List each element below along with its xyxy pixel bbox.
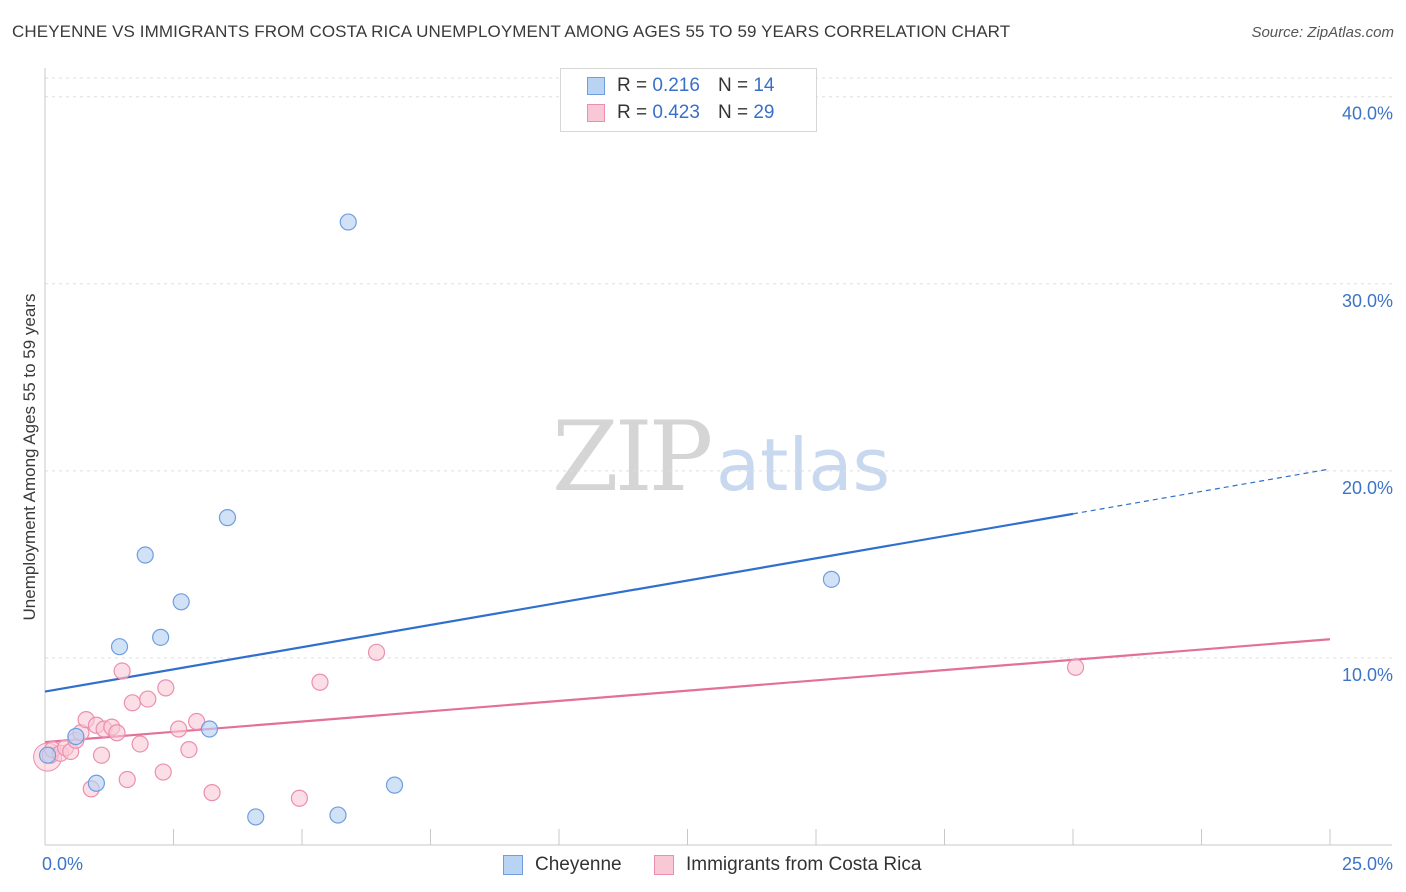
trend-line-costa-rica [44,638,1331,744]
series-swatch-costa-rica [654,855,674,875]
point-cheyenne [822,570,841,588]
legend-r-value: 0.423 [652,102,700,123]
series-label-costa-rica: Immigrants from Costa Rica [686,854,922,875]
trend-line-cheyenne-extension [1072,468,1331,515]
point-cheyenne [38,746,57,764]
legend-n-label: N = [717,75,749,96]
point-costa-rica [131,735,149,753]
legend-row-costa-rica: R = 0.423 N = 29 [587,100,774,126]
axes [44,68,1392,846]
series-legend-cheyenne: Cheyenne [503,852,622,878]
point-costa-rica [290,789,309,807]
point-cheyenne [87,774,106,792]
legend-row-cheyenne: R = 0.216 N = 14 [587,73,774,99]
gridlines [45,77,1392,659]
legend-r-value: 0.216 [652,75,700,96]
point-costa-rica [139,690,157,708]
legend-swatch-costa-rica [587,104,605,122]
y-tick-label: 10.0% [1342,665,1393,685]
watermark-atlas: atlas [716,423,890,507]
legend-n-label: N = [717,102,749,123]
y-tick-label: 20.0% [1342,478,1393,498]
x-tick-label-max: 25.0% [1342,854,1393,874]
chart-title: CHEYENNE VS IMMIGRANTS FROM COSTA RICA U… [12,22,1011,41]
series-label-cheyenne: Cheyenne [535,854,622,875]
point-costa-rica [118,770,136,789]
trend-line-cheyenne [44,512,1074,693]
point-cheyenne [247,808,265,826]
point-cheyenne [218,509,237,527]
point-costa-rica [123,694,141,712]
watermark: ZIP atlas [552,401,890,513]
watermark-zip: ZIP [552,401,711,513]
x-tick-label-min: 0.0% [42,854,83,874]
y-axis-label: Unemployment Among Ages 55 to 59 years [20,294,39,621]
point-costa-rica [203,784,221,802]
series-swatch-cheyenne [503,855,523,875]
point-costa-rica [154,763,172,781]
point-costa-rica [1066,658,1085,676]
legend-r-label: R = [617,75,648,96]
legend-n-value: 14 [753,75,775,96]
point-costa-rica [188,712,206,731]
series-legend-costa-rica: Immigrants from Costa Rica [654,852,921,878]
point-costa-rica [113,662,131,680]
point-costa-rica [170,720,188,738]
point-cheyenne [339,213,357,231]
point-cheyenne [152,628,170,646]
data-points [33,213,1085,826]
point-costa-rica [157,679,175,697]
y-tick-label: 40.0% [1342,104,1393,124]
y-tick-label: 30.0% [1342,291,1393,311]
trend-lines [44,468,1331,744]
point-costa-rica [108,724,126,742]
legend-r-label: R = [617,102,648,123]
point-cheyenne [172,593,190,611]
point-cheyenne [110,638,129,656]
point-cheyenne [200,720,219,738]
point-cheyenne [67,727,85,746]
point-cheyenne [385,776,404,794]
point-costa-rica [311,673,329,691]
point-costa-rica [92,746,111,764]
tick-labels: 10.0% 20.0% 30.0% 40.0% 0.0% 25.0% [42,104,1393,874]
correlation-legend: R = 0.216 N = 14 R = 0.423 N = 29 [560,68,817,132]
point-cheyenne [329,806,347,824]
legend-swatch-cheyenne [587,77,605,95]
point-costa-rica [180,740,198,759]
source-credit: Source: ZipAtlas.com [1251,24,1394,41]
point-costa-rica [367,643,386,661]
point-cheyenne [136,546,154,564]
legend-n-value: 29 [753,102,775,123]
